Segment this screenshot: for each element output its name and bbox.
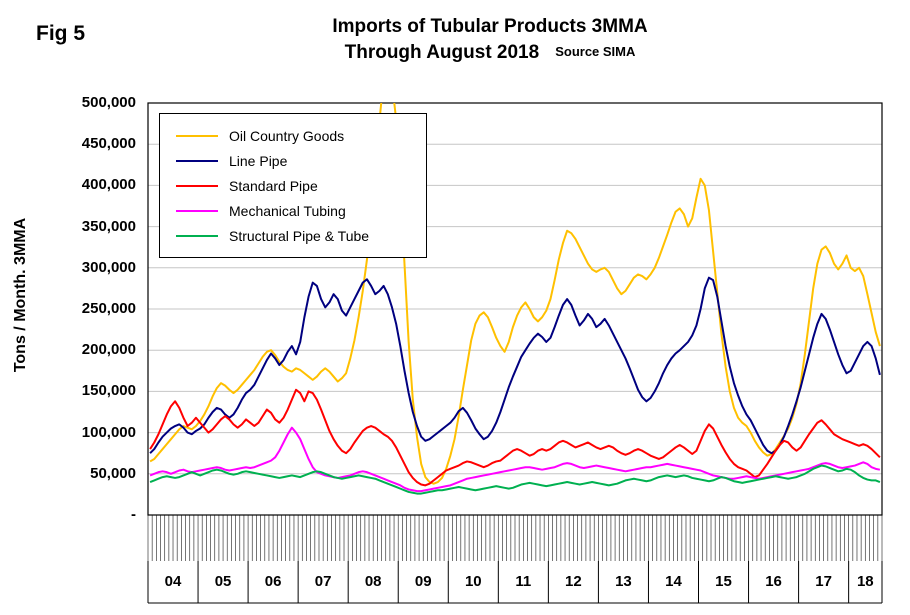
chart-subtitle: Through August 2018 [344, 42, 540, 63]
x-year-label: 09 [414, 573, 432, 590]
x-year-label: 07 [314, 573, 332, 590]
x-year-label: 06 [264, 573, 282, 590]
legend-item: Structural Pipe & Tube [160, 223, 426, 248]
series-line-standard-pipe [149, 388, 881, 487]
legend-item: Standard Pipe [160, 173, 426, 198]
legend-line-swatch [176, 134, 218, 137]
y-tick-label: 50,000 [90, 464, 136, 482]
x-year-label: 18 [856, 573, 874, 590]
legend-line-swatch [176, 209, 218, 212]
legend-label: Line Pipe [229, 152, 288, 169]
plot-border [147, 102, 883, 516]
x-year-label: 04 [164, 573, 182, 590]
chart-title: Imports of Tubular Products 3MMA [332, 16, 648, 37]
y-tick-label: - [131, 506, 136, 523]
y-tick-label: 350,000 [81, 217, 136, 235]
x-year-label: 12 [565, 573, 582, 590]
y-tick-label: 500,000 [81, 94, 136, 111]
legend-line-swatch [176, 184, 218, 187]
legend-item: Oil Country Goods [160, 123, 426, 148]
legend-label: Structural Pipe & Tube [229, 227, 370, 244]
legend-label: Mechanical Tubing [229, 202, 346, 219]
legend: Oil Country Goods Line Pipe Standard Pipe M… [159, 113, 427, 258]
legend-item: Line Pipe [160, 148, 426, 173]
x-year-label: 13 [615, 573, 632, 590]
series-line-line-pipe [149, 276, 881, 455]
figure-label: Fig 5 [36, 22, 86, 45]
legend-item: Mechanical Tubing [160, 198, 426, 223]
x-year-label: 08 [364, 573, 382, 590]
x-year-label: 17 [815, 573, 832, 590]
y-tick-label: 400,000 [81, 176, 136, 194]
y-tick-label: 200,000 [81, 341, 136, 359]
series-line-mechanical-tubing [149, 426, 881, 493]
series-line-structural-pipe-tube [149, 464, 881, 495]
x-year-label: 11 [515, 573, 532, 590]
y-tick-label: 100,000 [81, 423, 136, 441]
series-line-oil-country-goods [149, 103, 881, 485]
legend-label: Standard Pipe [229, 177, 318, 194]
x-year-label: 05 [214, 573, 232, 590]
x-year-label: 10 [464, 573, 482, 590]
chart-source-note: Source SIMA [555, 44, 636, 59]
x-year-label: 14 [665, 573, 682, 590]
y-tick-label: 300,000 [81, 258, 136, 276]
legend-line-swatch [176, 234, 218, 237]
chart-title-block: Imports of Tubular Products 3MMA Through… [170, 14, 810, 67]
x-year-label: 16 [765, 573, 782, 590]
y-tick-label: 150,000 [81, 382, 136, 400]
legend-label: Oil Country Goods [229, 127, 345, 144]
chart-subtitle-row: Through August 2018 Source SIMA [170, 40, 810, 67]
x-year-label: 15 [715, 573, 732, 590]
legend-line-swatch [176, 159, 218, 162]
y-tick-label: 250,000 [81, 300, 136, 317]
y-tick-label: 450,000 [81, 135, 136, 153]
